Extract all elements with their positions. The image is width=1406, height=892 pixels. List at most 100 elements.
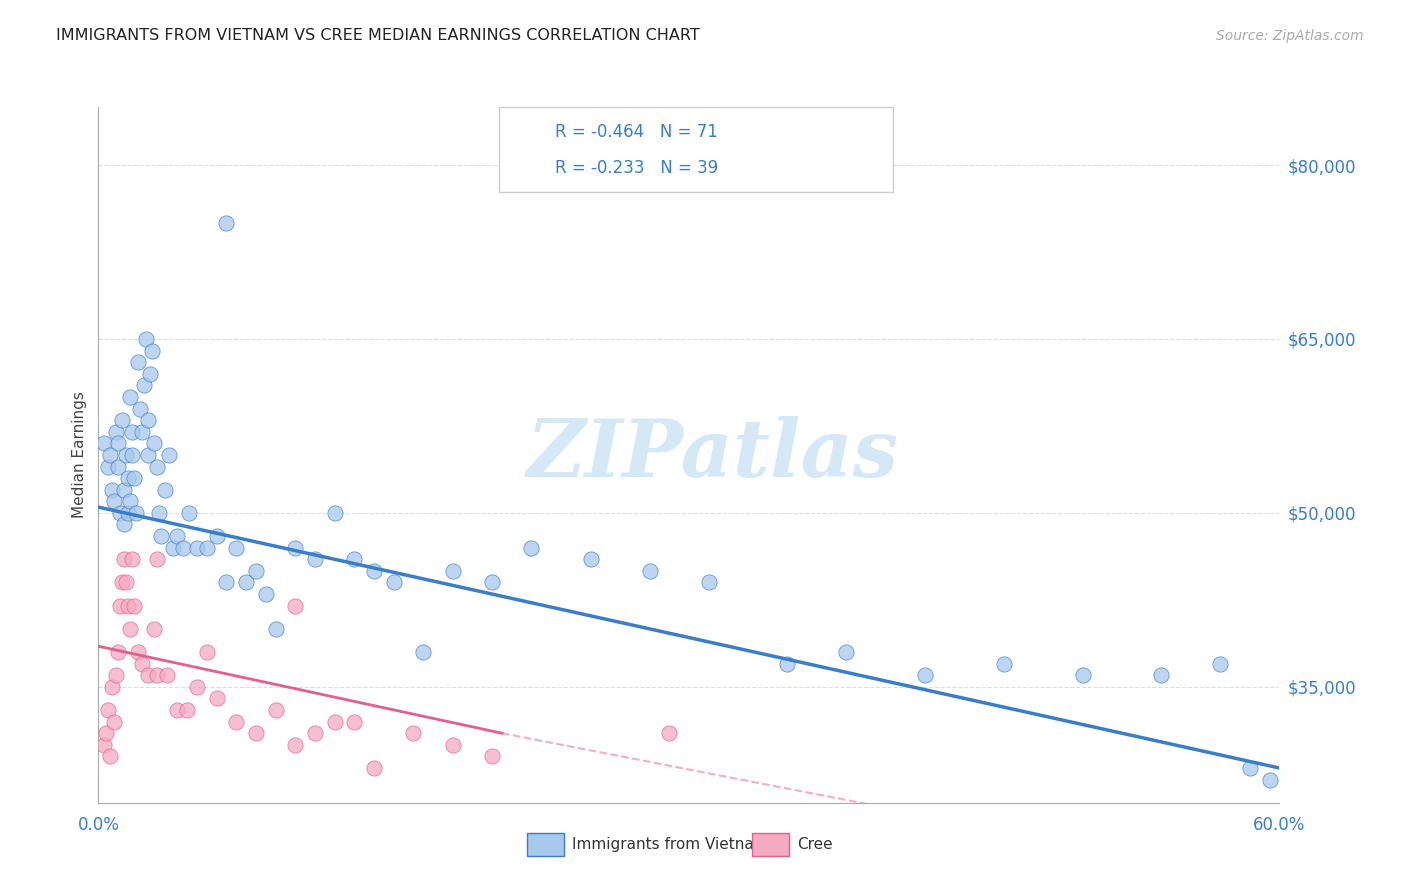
Point bbox=[107, 459, 129, 474]
Text: 0.0%: 0.0% bbox=[77, 815, 120, 833]
Point bbox=[914, 668, 936, 682]
Text: R = -0.464   N = 71: R = -0.464 N = 71 bbox=[555, 123, 718, 141]
Point bbox=[304, 726, 326, 740]
Point bbox=[225, 714, 247, 729]
Point bbox=[127, 645, 149, 659]
Point bbox=[697, 575, 720, 590]
Point bbox=[107, 645, 129, 659]
Point bbox=[215, 216, 238, 230]
Point bbox=[135, 332, 157, 346]
Point bbox=[382, 575, 405, 590]
Point bbox=[122, 471, 145, 485]
Point bbox=[117, 599, 139, 613]
Point bbox=[131, 657, 153, 671]
Point bbox=[172, 541, 194, 555]
Point bbox=[245, 726, 267, 740]
Point bbox=[118, 622, 141, 636]
Point bbox=[115, 448, 138, 462]
Point bbox=[96, 726, 118, 740]
Point bbox=[136, 448, 159, 462]
Text: Cree: Cree bbox=[797, 838, 832, 852]
Point bbox=[1258, 772, 1281, 787]
Point bbox=[156, 668, 179, 682]
Point bbox=[235, 575, 257, 590]
Point bbox=[146, 668, 169, 682]
Point bbox=[141, 343, 163, 358]
Point bbox=[166, 703, 188, 717]
Point bbox=[148, 506, 170, 520]
Point bbox=[112, 517, 135, 532]
Point bbox=[304, 552, 326, 566]
Point bbox=[142, 622, 165, 636]
Point bbox=[146, 459, 169, 474]
Point bbox=[254, 587, 277, 601]
Point bbox=[150, 529, 173, 543]
Point bbox=[1071, 668, 1094, 682]
Point bbox=[101, 483, 124, 497]
Point bbox=[284, 738, 307, 752]
Text: IMMIGRANTS FROM VIETNAM VS CREE MEDIAN EARNINGS CORRELATION CHART: IMMIGRANTS FROM VIETNAM VS CREE MEDIAN E… bbox=[56, 29, 700, 43]
Text: Immigrants from Vietnam: Immigrants from Vietnam bbox=[572, 838, 769, 852]
Point bbox=[93, 738, 115, 752]
Point bbox=[121, 552, 143, 566]
Point bbox=[115, 575, 138, 590]
Point bbox=[103, 714, 125, 729]
Point bbox=[98, 448, 121, 462]
Point bbox=[125, 506, 148, 520]
Point bbox=[118, 390, 141, 404]
Point bbox=[162, 541, 184, 555]
Point bbox=[776, 657, 799, 671]
Point bbox=[284, 541, 307, 555]
Y-axis label: Median Earnings: Median Earnings bbox=[72, 392, 87, 518]
Point bbox=[993, 657, 1015, 671]
Text: 60.0%: 60.0% bbox=[1253, 815, 1306, 833]
Point bbox=[121, 425, 143, 439]
Point bbox=[481, 575, 503, 590]
Point bbox=[481, 749, 503, 764]
Point bbox=[118, 494, 141, 508]
Point bbox=[108, 506, 131, 520]
Point bbox=[112, 552, 135, 566]
Text: R = -0.233   N = 39: R = -0.233 N = 39 bbox=[555, 159, 718, 177]
Point bbox=[105, 425, 128, 439]
Point bbox=[117, 471, 139, 485]
Point bbox=[117, 506, 139, 520]
Point bbox=[132, 378, 155, 392]
Point bbox=[658, 726, 681, 740]
Point bbox=[1239, 761, 1261, 775]
Text: Source: ZipAtlas.com: Source: ZipAtlas.com bbox=[1216, 29, 1364, 43]
Point bbox=[205, 691, 228, 706]
Point bbox=[1150, 668, 1173, 682]
Point bbox=[176, 703, 198, 717]
Point bbox=[97, 703, 120, 717]
Point bbox=[323, 714, 346, 729]
Point bbox=[186, 541, 208, 555]
Point bbox=[323, 506, 346, 520]
Point bbox=[363, 761, 385, 775]
Point bbox=[1209, 657, 1232, 671]
Text: ZIPatlas: ZIPatlas bbox=[526, 417, 898, 493]
Point bbox=[97, 459, 120, 474]
Point bbox=[93, 436, 115, 450]
Point bbox=[111, 575, 134, 590]
Point bbox=[579, 552, 602, 566]
Point bbox=[412, 645, 434, 659]
Point bbox=[146, 552, 169, 566]
Point bbox=[363, 564, 385, 578]
Point bbox=[98, 749, 121, 764]
Point bbox=[195, 541, 218, 555]
Point bbox=[638, 564, 661, 578]
Point bbox=[284, 599, 307, 613]
Point bbox=[441, 564, 464, 578]
Point bbox=[205, 529, 228, 543]
Point bbox=[520, 541, 543, 555]
Point bbox=[131, 425, 153, 439]
Point bbox=[215, 575, 238, 590]
Point bbox=[101, 680, 124, 694]
Point bbox=[186, 680, 208, 694]
Point bbox=[225, 541, 247, 555]
Point bbox=[264, 703, 287, 717]
Point bbox=[105, 668, 128, 682]
Point bbox=[136, 668, 159, 682]
Point bbox=[103, 494, 125, 508]
